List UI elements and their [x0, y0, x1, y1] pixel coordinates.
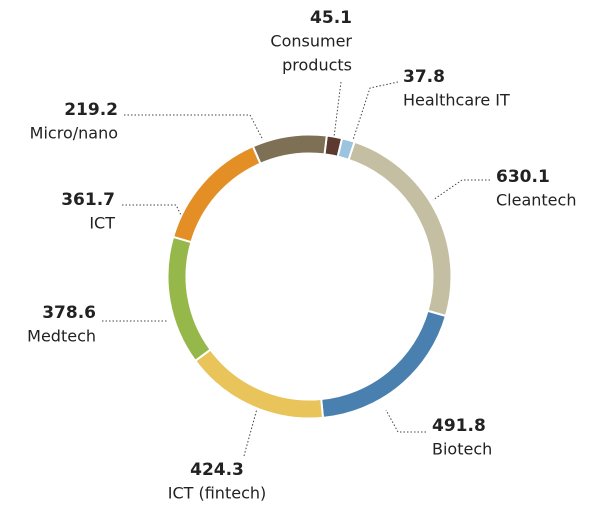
category-label: Consumer [270, 32, 352, 51]
value-label: 219.2 [64, 100, 118, 120]
category-label: Medtech [27, 327, 96, 346]
value-label: 361.7 [61, 190, 115, 210]
leader [124, 114, 264, 141]
value-label: 630.1 [496, 167, 550, 187]
donut-segment [251, 133, 328, 166]
category-label: Biotech [432, 440, 492, 459]
leaders [102, 81, 490, 457]
leader [352, 81, 399, 141]
donut-segment [193, 348, 325, 420]
leader [432, 179, 490, 201]
category-label: ICT [89, 214, 115, 233]
value-label: 491.8 [432, 416, 486, 436]
leader [333, 81, 342, 138]
leader [243, 404, 259, 457]
category-label: ICT (fintech) [168, 484, 267, 503]
donut-segment [347, 140, 453, 318]
category-label: Micro/nano [30, 124, 118, 143]
donut-segment [166, 235, 212, 363]
donut-segment [171, 144, 262, 244]
value-label: 424.3 [190, 460, 244, 480]
category-label: Cleantech [496, 191, 576, 210]
category-label: products [282, 56, 352, 75]
value-label: 37.8 [403, 67, 445, 87]
value-label: 378.6 [42, 303, 96, 323]
category-label: Healthcare IT [403, 91, 510, 110]
leader [385, 409, 426, 433]
donut-segment [320, 309, 448, 419]
value-label: 45.1 [310, 8, 352, 28]
leader [122, 204, 187, 226]
